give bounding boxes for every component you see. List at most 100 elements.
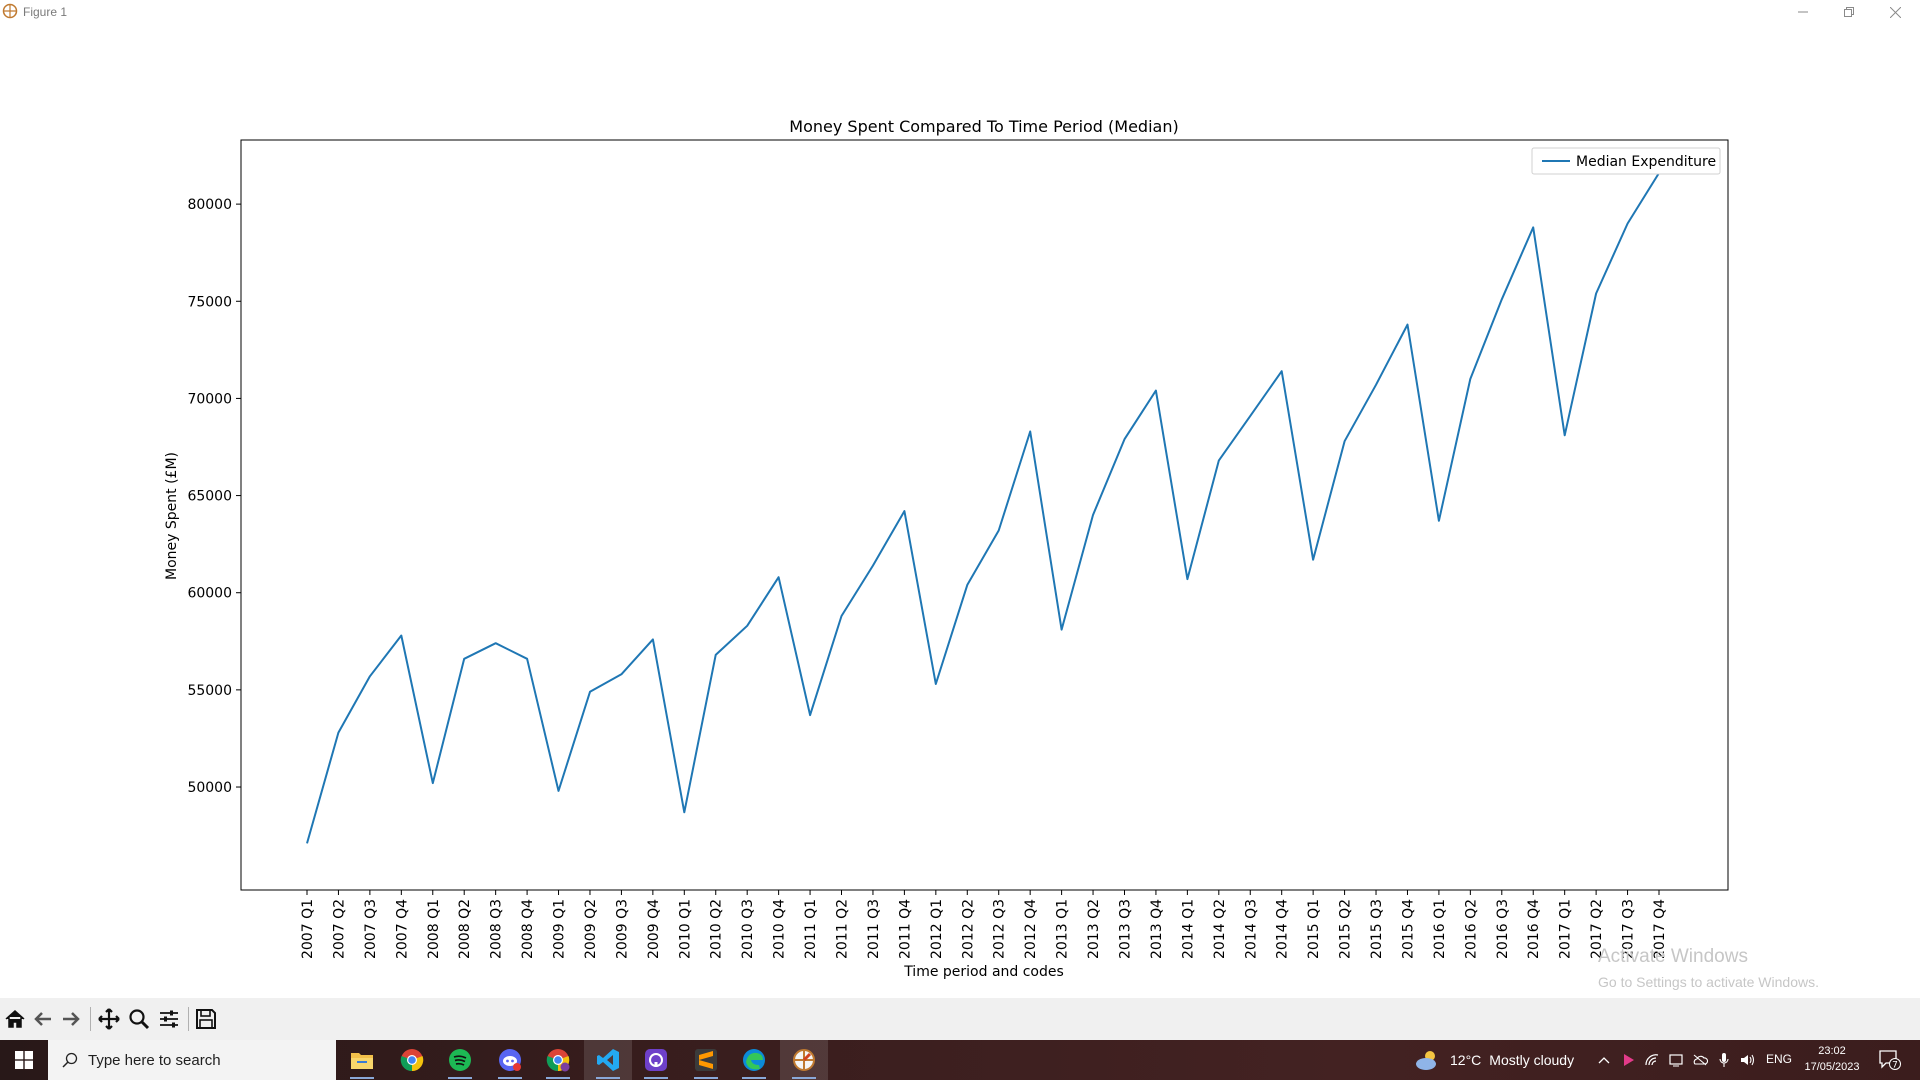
file-explorer-icon — [351, 1053, 373, 1069]
x-tick-label: 2011 Q3 — [866, 899, 882, 959]
microphone-icon — [1719, 1053, 1729, 1067]
taskbar-chrome-profile[interactable] — [534, 1040, 582, 1080]
edge-icon — [743, 1049, 765, 1071]
y-tick-label: 65000 — [187, 489, 232, 505]
x-axis: 2007 Q1 2007 Q2 2007 Q3 2007 Q4 2008 Q1 2008 … — [300, 890, 1668, 959]
tray-app-icon[interactable] — [1618, 1050, 1638, 1070]
forward-button[interactable] — [58, 1006, 84, 1032]
back-button[interactable] — [30, 1006, 56, 1032]
running-indicator — [448, 1077, 472, 1079]
close-icon — [1889, 6, 1901, 18]
running-indicator — [498, 1077, 522, 1079]
windows-logo-icon — [15, 1051, 33, 1069]
notification-center-button[interactable]: 7 — [1870, 1040, 1910, 1080]
x-tick-label: 2013 Q1 — [1055, 899, 1071, 959]
x-tick-label: 2015 Q2 — [1338, 899, 1354, 959]
x-tick-label: 2014 Q1 — [1180, 899, 1196, 959]
vscode-icon — [597, 1049, 619, 1071]
x-tick-label: 2017 Q3 — [1621, 899, 1637, 959]
tray-device[interactable] — [1666, 1050, 1686, 1070]
taskbar-discord[interactable] — [486, 1040, 534, 1080]
series-layer — [306, 172, 1660, 844]
save-icon — [196, 1009, 216, 1029]
restore-button[interactable] — [1826, 0, 1872, 24]
x-tick-label: 2008 Q1 — [426, 899, 442, 959]
taskbar-edge[interactable] — [730, 1040, 778, 1080]
x-tick-label: 2011 Q1 — [803, 899, 819, 959]
volume-icon — [1741, 1054, 1755, 1066]
chrome-icon — [400, 1049, 424, 1072]
watermark-subtitle: Go to Settings to activate Windows. — [1598, 974, 1819, 990]
cloudy-weather-icon — [1416, 1051, 1436, 1070]
start-button[interactable] — [0, 1040, 48, 1080]
tray-onedrive[interactable] — [1690, 1050, 1710, 1070]
taskbar-search-box[interactable]: Type here to search — [48, 1040, 336, 1080]
x-tick-label: 2010 Q3 — [740, 899, 756, 959]
taskbar-python-figure[interactable] — [780, 1040, 828, 1080]
x-tick-label: 2014 Q4 — [1275, 899, 1291, 959]
x-tick-label: 2012 Q4 — [1023, 899, 1039, 959]
x-tick-label: 2011 Q4 — [897, 899, 913, 959]
toolbar-separator — [90, 1007, 91, 1031]
restore-icon — [1844, 7, 1854, 17]
taskbar-github-desktop[interactable] — [632, 1040, 680, 1080]
taskbar-file-explorer[interactable] — [338, 1040, 386, 1080]
x-tick-label: 2016 Q3 — [1495, 899, 1511, 959]
x-tick-label: 2007 Q3 — [363, 899, 379, 959]
x-tick-label: 2017 Q4 — [1652, 899, 1668, 959]
weather-widget[interactable]: 12°C Mostly cloudy — [1414, 1040, 1574, 1080]
device-icon — [1669, 1054, 1683, 1067]
weather-temperature: 12°C — [1450, 1052, 1482, 1068]
matplotlib-toolbar — [0, 998, 1920, 1040]
running-indicator — [546, 1077, 570, 1079]
notification-count: 7 — [1892, 1061, 1898, 1071]
tray-microphone[interactable] — [1714, 1050, 1734, 1070]
x-axis-label: Time period and codes — [903, 964, 1064, 980]
figure-canvas[interactable]: Money Spent Compared To Time Period (Med… — [0, 24, 1920, 998]
y-tick-label: 75000 — [187, 294, 232, 310]
home-button[interactable] — [2, 1006, 28, 1032]
y-tick-label: 60000 — [187, 586, 232, 602]
x-tick-label: 2013 Q2 — [1086, 899, 1102, 959]
onedrive-offline-icon — [1693, 1054, 1708, 1066]
running-indicator — [644, 1077, 668, 1079]
chevron-up-icon — [1598, 1057, 1610, 1064]
y-tick-label: 55000 — [187, 683, 232, 699]
python-figure-icon — [793, 1049, 815, 1071]
series-line — [306, 172, 1660, 844]
y-tick-label: 80000 — [187, 197, 232, 213]
running-indicator — [742, 1077, 766, 1079]
taskbar-spotify[interactable] — [436, 1040, 484, 1080]
configure-subplots-button[interactable] — [156, 1006, 182, 1032]
x-tick-label: 2017 Q1 — [1558, 899, 1574, 959]
search-icon — [62, 1052, 78, 1068]
taskbar-chrome[interactable] — [388, 1040, 436, 1080]
plot-area — [240, 139, 1729, 891]
x-tick-label: 2015 Q4 — [1400, 899, 1416, 959]
x-tick-label: 2012 Q1 — [929, 899, 945, 959]
taskbar-vscode[interactable] — [584, 1040, 632, 1080]
x-tick-label: 2008 Q4 — [520, 899, 536, 959]
tray-volume[interactable] — [1738, 1050, 1758, 1070]
zoom-button[interactable] — [126, 1006, 152, 1032]
x-tick-label: 2010 Q4 — [772, 899, 788, 959]
taskbar-sublime-text[interactable] — [682, 1040, 730, 1080]
save-button[interactable] — [193, 1006, 219, 1032]
x-tick-label: 2007 Q2 — [331, 899, 347, 959]
close-button[interactable] — [1872, 0, 1918, 24]
tray-overflow-button[interactable] — [1594, 1050, 1614, 1070]
minimize-button[interactable] — [1780, 0, 1826, 24]
spotify-icon — [449, 1049, 471, 1071]
language-indicator[interactable]: ENG — [1766, 1052, 1793, 1066]
x-tick-label: 2007 Q4 — [394, 899, 410, 959]
x-tick-label: 2016 Q1 — [1432, 899, 1448, 959]
home-icon — [5, 1009, 25, 1028]
taskbar-clock[interactable]: 23:02 17/05/2023 — [1800, 1043, 1864, 1075]
x-tick-label: 2009 Q4 — [646, 899, 662, 959]
tray-network[interactable] — [1642, 1050, 1662, 1070]
x-tick-label: 2016 Q2 — [1463, 899, 1479, 959]
running-indicator — [694, 1077, 718, 1079]
tray-app-icon — [1624, 1054, 1634, 1066]
pan-button[interactable] — [96, 1006, 122, 1032]
sublime-text-icon — [695, 1049, 717, 1071]
